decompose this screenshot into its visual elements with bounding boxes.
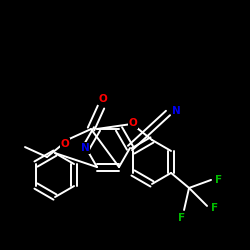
Text: O: O (60, 139, 70, 149)
Text: F: F (216, 175, 222, 185)
Text: O: O (128, 118, 138, 128)
Text: O: O (98, 94, 108, 104)
Text: N: N (80, 143, 90, 153)
Text: F: F (178, 213, 186, 223)
Text: N: N (172, 106, 180, 116)
Text: F: F (212, 203, 218, 213)
